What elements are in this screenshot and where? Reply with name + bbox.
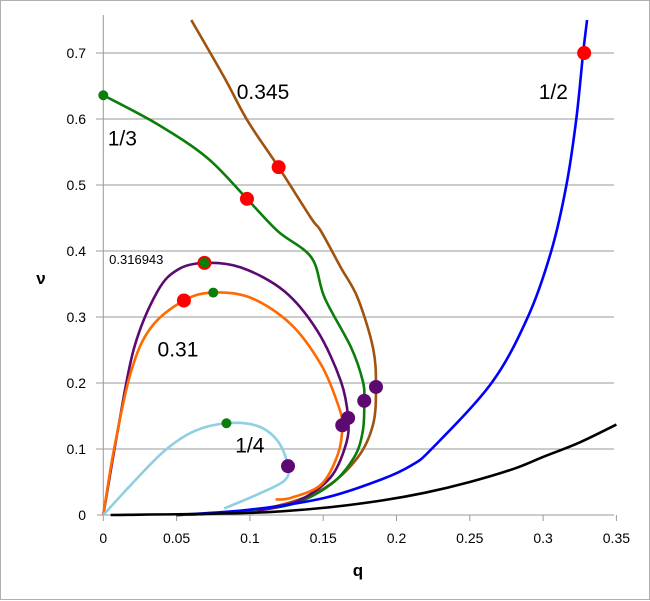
series-line-1_4 (102, 421, 290, 516)
x-tick-label: 0.3 (533, 530, 553, 546)
x-tick-label: 0.15 (310, 530, 337, 546)
data-point-marker (239, 191, 254, 206)
curve-label: 1/3 (108, 127, 137, 150)
curve-label: 0.316943 (109, 252, 163, 267)
data-point-marker (98, 90, 109, 101)
x-tick-label: 0.05 (163, 530, 190, 546)
x-tick-label: 0.1 (240, 530, 260, 546)
axes: 0 0.1 0.2 0.3 0.4 0.5 0.6 0.7 0 0.05 0.1 0.15 0.2 0.2… (67, 15, 630, 546)
curve-label: 0.31 (158, 339, 199, 362)
x-tick-label: 0.35 (603, 530, 630, 546)
markers (98, 46, 592, 474)
data-point-marker (357, 393, 372, 408)
x-tick-label: 0.2 (387, 530, 407, 546)
data-point-marker (208, 287, 219, 298)
series-line-0_31 (102, 291, 344, 516)
series-lines (102, 19, 617, 517)
annotations: 0.345 1/3 0.316943 0.31 1/4 1/2 (108, 81, 568, 457)
series-line-baseline (110, 423, 617, 517)
data-point-marker (577, 46, 592, 60)
y-tick-label: 0 (78, 507, 86, 523)
x-tick-label: 0.25 (456, 530, 483, 546)
y-tick-label: 0.1 (67, 441, 87, 457)
y-tick-label: 0.5 (67, 177, 87, 193)
y-tick-label: 0.6 (67, 111, 87, 127)
data-point-marker (281, 459, 296, 474)
x-tick-label: 0 (99, 530, 107, 546)
gridlines (96, 52, 614, 450)
series-line-0_316943 (102, 261, 350, 516)
y-tick-label: 0.2 (67, 375, 87, 391)
data-point-marker (176, 293, 191, 308)
y-tick-label: 0.7 (67, 45, 87, 61)
series-line-1_3 (102, 94, 366, 517)
series-line-1_2 (176, 19, 589, 517)
curve-label: 0.345 (237, 81, 290, 104)
curve-label: 1/2 (539, 81, 568, 104)
data-point-marker (368, 379, 383, 394)
y-tick-label: 0.4 (67, 243, 87, 259)
curve-label: 1/4 (235, 434, 265, 457)
y-axis-label: ν (36, 269, 45, 288)
data-point-marker (221, 418, 232, 429)
y-tick-label: 0.3 (67, 309, 87, 325)
data-point-marker (271, 160, 286, 175)
data-point-marker (341, 410, 356, 425)
x-axis-label: q (353, 561, 363, 580)
data-point-marker (199, 257, 210, 268)
